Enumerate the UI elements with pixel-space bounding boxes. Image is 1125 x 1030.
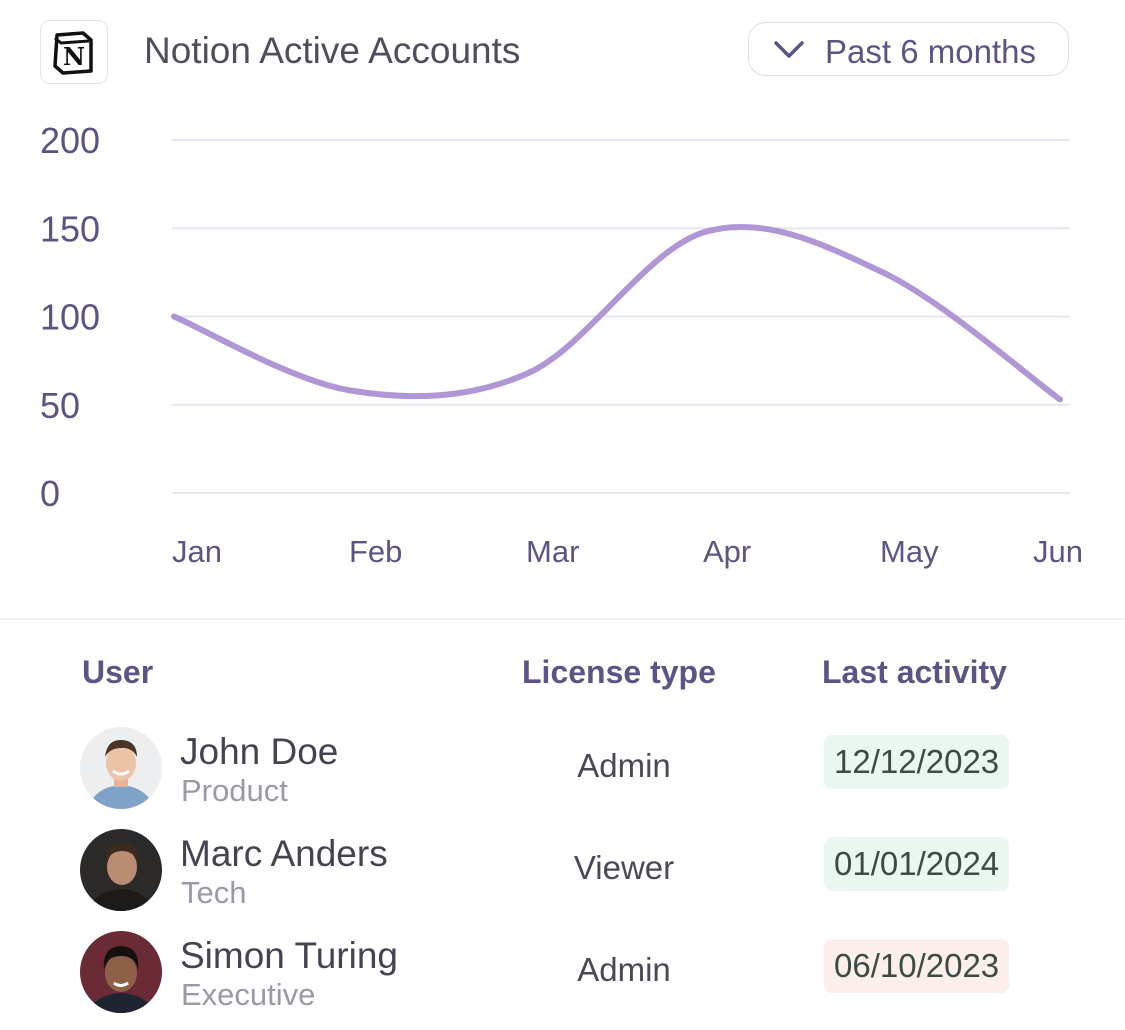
user-name: Simon Turing [180,935,398,976]
y-tick-label: 100 [40,297,100,338]
notion-logo-icon: N [40,20,108,84]
license-type: Admin [577,747,671,784]
x-tick-label: Feb [349,534,402,569]
active-accounts-chart: 200 150 100 50 0 Jan Feb Mar Apr May Jun [40,120,1083,569]
column-header-activity[interactable]: Last activity [822,654,1007,690]
x-tick-label: May [880,534,939,569]
series-line [171,223,1063,403]
x-tick-label: Mar [526,534,579,569]
section-divider [0,618,1125,620]
user-department: Tech [181,875,247,910]
user-name: John Doe [180,731,339,772]
last-activity-badge: 06/10/2023 [824,939,1010,993]
license-type: Admin [577,951,671,988]
chevron-down-icon [774,41,804,58]
svg-text:N: N [63,42,85,71]
x-tick-label: Jun [1033,534,1083,569]
y-tick-label: 50 [40,385,80,426]
y-tick-label: 150 [40,208,100,249]
period-dropdown-label: Past 6 months [825,33,1036,70]
avatar [80,829,162,911]
card-header: N Notion Active Accounts Past 6 months [0,0,1125,110]
y-tick-label: 200 [40,120,100,161]
user-name: Marc Anders [180,833,388,874]
table-row[interactable]: Marc Anders Tech Viewer 01/01/2024 [0,829,1125,919]
period-dropdown-button[interactable]: Past 6 months [748,22,1069,76]
user-department: Executive [181,977,316,1012]
license-type: Viewer [573,849,675,886]
y-tick-label: 0 [40,473,60,514]
column-header-license[interactable]: License type [522,654,716,690]
avatar [80,931,162,1013]
last-activity-badge: 01/01/2024 [824,837,1010,891]
table-row[interactable]: Simon Turing Executive Admin 06/10/2023 [0,931,1125,1021]
avatar [80,727,162,809]
x-tick-label: Apr [703,534,751,569]
x-tick-label: Jan [172,534,222,569]
table-row[interactable]: John Doe Product Admin 12/12/2023 [0,727,1125,817]
last-activity-badge: 12/12/2023 [824,735,1010,789]
column-header-user[interactable]: User [82,654,154,690]
user-department: Product [181,773,288,808]
page-title: Notion Active Accounts [144,30,521,71]
